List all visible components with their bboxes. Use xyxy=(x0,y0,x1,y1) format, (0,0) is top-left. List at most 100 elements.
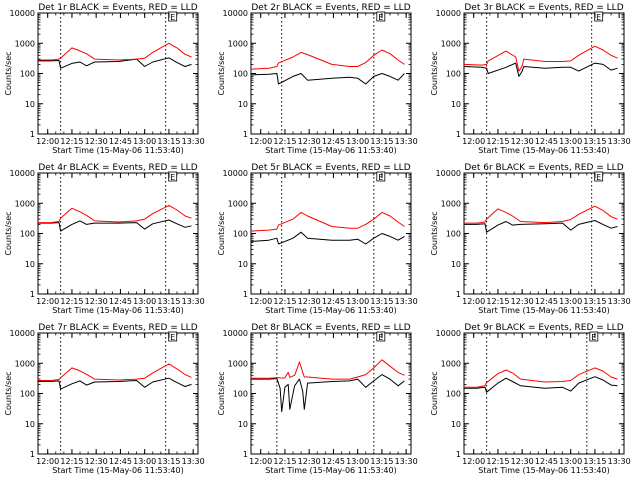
x-tick-label: 13:15 xyxy=(583,137,606,146)
x-tick-label: 13:30 xyxy=(182,137,205,146)
events-series-line xyxy=(38,219,192,232)
lld-series-line xyxy=(38,363,192,381)
lld-series-line xyxy=(250,49,405,70)
y-axis-label: Counts/sec xyxy=(430,211,439,255)
y-tick-label: 1000 xyxy=(15,39,35,48)
x-tick-label: 12:00 xyxy=(36,297,59,306)
x-tick-label: 13:00 xyxy=(346,297,369,306)
y-axis-label: Counts/sec xyxy=(4,211,13,255)
x-axis-label: Start Time (15-May-06 11:53:40) xyxy=(52,466,183,475)
y-tick-label: 1 xyxy=(30,450,35,459)
x-axis-label: Start Time (15-May-06 11:53:40) xyxy=(478,466,609,475)
y-tick-label: 10 xyxy=(238,260,248,269)
y-tick-label: 100 xyxy=(20,390,35,399)
y-tick-label: 10 xyxy=(25,420,35,429)
y-axis-label: Counts/sec xyxy=(4,371,13,415)
x-tick-label: 12:00 xyxy=(249,297,272,306)
x-axis-label: Start Time (15-May-06 11:53:40) xyxy=(478,146,609,155)
x-tick-label: 12:00 xyxy=(462,137,485,146)
y-tick-label: 1 xyxy=(243,130,248,139)
x-axis-label: Start Time (15-May-06 11:53:40) xyxy=(52,146,183,155)
y-tick-label: 10000 xyxy=(223,169,248,178)
y-tick-label: 100 xyxy=(446,390,461,399)
y-tick-label: 1000 xyxy=(15,199,35,208)
flag-label: E xyxy=(170,13,175,22)
plot-title: Det 9r BLACK = Events, RED = LLD xyxy=(464,323,623,333)
x-tick-label: 13:00 xyxy=(133,457,156,466)
y-tick-label: 10000 xyxy=(436,9,461,18)
y-tick-label: 1 xyxy=(243,290,248,299)
x-tick-label: 12:15 xyxy=(60,457,83,466)
events-series-line xyxy=(464,376,618,393)
y-tick-label: 1000 xyxy=(228,199,248,208)
y-tick-label: 1 xyxy=(456,290,461,299)
x-tick-label: 13:30 xyxy=(608,457,631,466)
y-tick-label: 10000 xyxy=(436,329,461,338)
x-tick-label: 13:00 xyxy=(133,297,156,306)
flag-box xyxy=(376,171,386,182)
lld-series-line xyxy=(464,205,618,224)
y-tick-label: 100 xyxy=(446,230,461,239)
y-tick-label: 1000 xyxy=(441,359,461,368)
x-tick-label: 13:30 xyxy=(608,137,631,146)
y-tick-label: 10 xyxy=(238,420,248,429)
y-tick-label: 1000 xyxy=(228,359,248,368)
x-tick-label: 13:30 xyxy=(395,297,418,306)
y-tick-label: 1 xyxy=(456,130,461,139)
y-tick-label: 1000 xyxy=(441,39,461,48)
events-series-line xyxy=(464,220,618,233)
y-tick-label: 1 xyxy=(30,130,35,139)
x-tick-label: 12:30 xyxy=(85,457,108,466)
y-tick-label: 10000 xyxy=(436,169,461,178)
x-tick-label: 13:15 xyxy=(370,137,393,146)
events-series-line xyxy=(250,231,405,245)
x-tick-label: 12:30 xyxy=(511,297,534,306)
y-tick-label: 10 xyxy=(238,100,248,109)
flag-label: E xyxy=(378,333,383,342)
y-tick-label: 100 xyxy=(20,230,35,239)
y-tick-label: 1000 xyxy=(15,359,35,368)
x-tick-label: 13:30 xyxy=(182,297,205,306)
x-tick-label: 12:15 xyxy=(273,297,296,306)
x-tick-label: 13:30 xyxy=(395,457,418,466)
y-tick-label: 10000 xyxy=(223,9,248,18)
x-tick-label: 12:15 xyxy=(486,457,509,466)
plot-title: Det 5r BLACK = Events, RED = LLD xyxy=(251,163,410,173)
flag-box xyxy=(376,331,386,342)
x-tick-label: 12:45 xyxy=(322,137,345,146)
x-tick-label: 13:15 xyxy=(583,297,606,306)
x-tick-label: 12:30 xyxy=(85,137,108,146)
x-tick-label: 12:30 xyxy=(298,457,321,466)
x-tick-label: 12:45 xyxy=(109,137,132,146)
x-tick-label: 12:00 xyxy=(249,457,272,466)
x-tick-label: 12:15 xyxy=(273,457,296,466)
y-tick-label: 1 xyxy=(456,450,461,459)
x-tick-label: 12:45 xyxy=(322,297,345,306)
x-tick-label: 12:00 xyxy=(462,457,485,466)
x-tick-label: 13:30 xyxy=(608,297,631,306)
y-tick-label: 1 xyxy=(30,290,35,299)
y-axis-label: Counts/sec xyxy=(4,51,13,95)
x-tick-label: 12:00 xyxy=(462,297,485,306)
plot-title: Det 8r BLACK = Events, RED = LLD xyxy=(251,323,410,333)
y-axis-label: Counts/sec xyxy=(217,371,226,415)
y-tick-label: 10 xyxy=(451,420,461,429)
y-tick-label: 10 xyxy=(25,260,35,269)
x-tick-label: 12:45 xyxy=(109,457,132,466)
events-series-line xyxy=(251,374,405,413)
flag-label: E xyxy=(170,333,175,342)
x-tick-label: 12:30 xyxy=(298,137,321,146)
events-series-line xyxy=(463,62,618,77)
x-tick-label: 13:15 xyxy=(370,297,393,306)
y-axis-label: Counts/sec xyxy=(430,51,439,95)
x-tick-label: 12:15 xyxy=(486,137,509,146)
x-tick-label: 13:00 xyxy=(559,297,582,306)
lld-series-line xyxy=(251,359,405,380)
y-tick-label: 1000 xyxy=(228,39,248,48)
